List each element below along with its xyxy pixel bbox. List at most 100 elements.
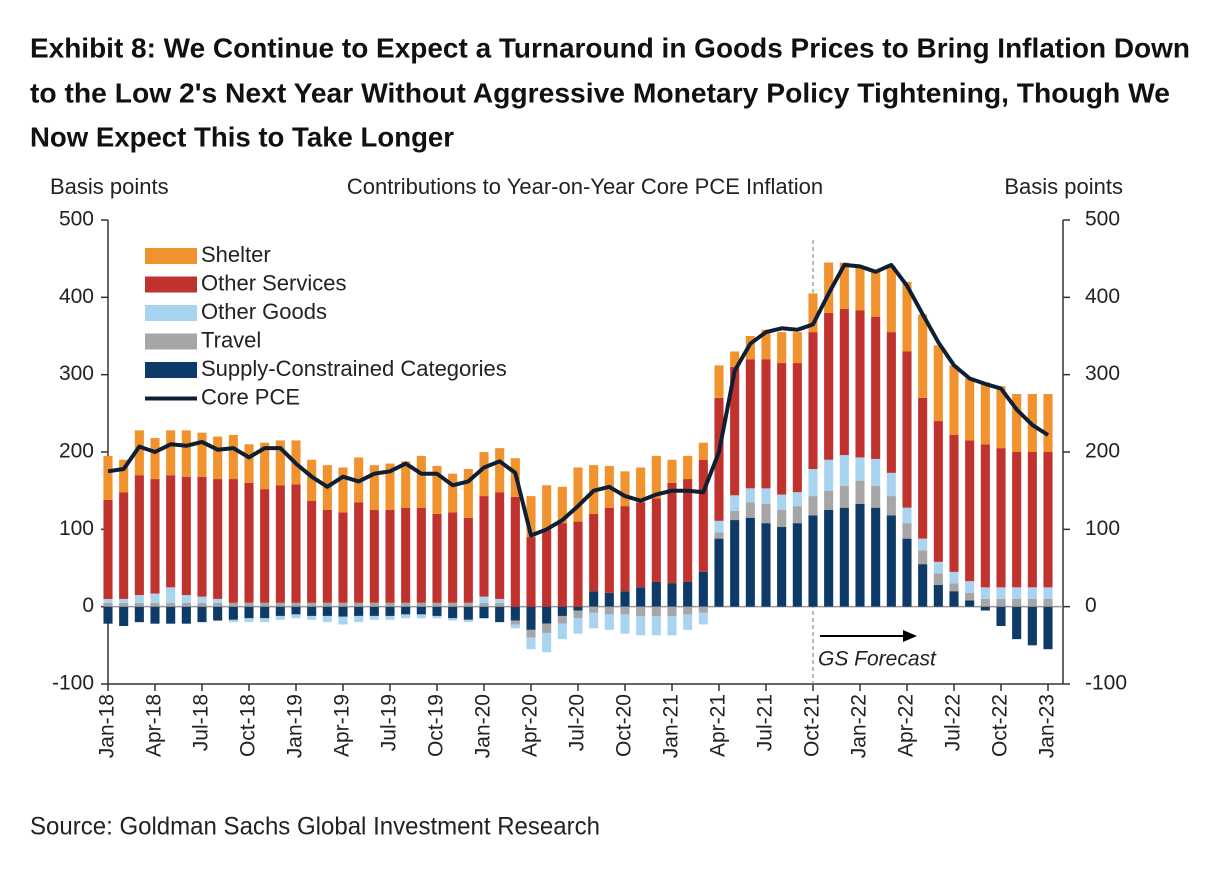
- bar-segment: [620, 506, 630, 592]
- bar-segment: [714, 397, 724, 521]
- bar-segment: [307, 606, 317, 616]
- bar-segment: [620, 471, 630, 507]
- bar-segment: [197, 596, 207, 603]
- bar-segment: [730, 366, 740, 496]
- bar-segment: [651, 606, 661, 616]
- bar-segment: [291, 484, 301, 603]
- bar-segment: [166, 587, 176, 603]
- bar-segment: [385, 615, 395, 620]
- bar-segment: [463, 469, 473, 518]
- bar-segment: [401, 614, 411, 619]
- bar-segment: [745, 488, 755, 503]
- bar-segment: [213, 598, 223, 603]
- bar-segment: [777, 527, 787, 607]
- bar-segment: [275, 615, 285, 620]
- bar-segment: [980, 382, 990, 445]
- y2-tick-label: 200: [1085, 440, 1120, 463]
- bar-segment: [902, 351, 912, 508]
- bar-segment: [996, 598, 1006, 607]
- bar-segment: [620, 606, 630, 615]
- bar-segment: [698, 606, 708, 613]
- bar-segment: [228, 602, 238, 607]
- bar-segment: [244, 618, 254, 623]
- x-tick-label: Jan-18: [96, 694, 119, 758]
- bar-segment: [134, 602, 144, 607]
- bar-segment: [980, 587, 990, 599]
- bar-segment: [792, 492, 802, 507]
- bar-segment: [996, 606, 1006, 626]
- bar-segment: [886, 332, 896, 473]
- y-tick-label: 0: [82, 594, 94, 617]
- bar-segment: [745, 502, 755, 518]
- bar-segment: [103, 602, 113, 607]
- bar-segment: [918, 314, 928, 398]
- bar-segment: [322, 602, 332, 607]
- bar-segment: [949, 591, 959, 607]
- bar-segment: [683, 614, 693, 630]
- bar-segment: [510, 606, 520, 621]
- bar-segment: [416, 614, 426, 619]
- bar-segment: [181, 595, 191, 603]
- bar-segment: [698, 612, 708, 625]
- bar-segment: [745, 359, 755, 489]
- bar-segment: [260, 442, 270, 490]
- bar-segment: [432, 606, 442, 616]
- line: [107, 262, 1050, 538]
- bar-segment: [604, 592, 614, 607]
- bar-segment: [213, 436, 223, 480]
- bar-segment: [432, 615, 442, 619]
- bar-segment: [369, 602, 379, 607]
- bar-segment: [1012, 598, 1022, 607]
- bar-segment: [385, 463, 395, 510]
- bar-segment: [354, 606, 364, 616]
- bar-segment: [698, 571, 708, 607]
- bar-segment: [197, 476, 207, 597]
- bar-segment: [260, 606, 270, 619]
- bar-segment: [448, 473, 458, 513]
- bar-segment: [244, 444, 254, 483]
- bar-segment: [714, 532, 724, 539]
- bar-segment: [573, 521, 583, 607]
- bar-segment: [965, 440, 975, 582]
- bar-segment: [573, 618, 583, 634]
- bar-segment: [338, 512, 348, 603]
- bar-segment: [824, 459, 834, 491]
- bar-segment: [651, 615, 661, 636]
- bar-segment: [244, 602, 254, 607]
- bar-segment: [902, 538, 912, 607]
- bar-segment: [886, 496, 896, 516]
- x-tick-label: Jul-19: [378, 694, 401, 751]
- bar-segment: [745, 517, 755, 607]
- x-tick-label: Jan-19: [284, 694, 307, 758]
- bar-segment: [275, 602, 285, 607]
- bar-segment: [291, 606, 301, 615]
- bar-segment: [871, 270, 881, 317]
- bar-segment: [902, 507, 912, 524]
- legend-label: Shelter: [201, 242, 271, 267]
- bar-segment: [385, 602, 395, 607]
- bar-segment: [902, 281, 912, 352]
- bar-segment: [181, 430, 191, 477]
- bar-segment: [589, 606, 599, 613]
- bar-segment: [510, 496, 520, 607]
- bar-segment: [557, 623, 567, 640]
- bar-segment: [667, 615, 677, 636]
- bar-segment: [166, 475, 176, 588]
- bar-segment: [730, 495, 740, 511]
- bar-segment: [401, 606, 411, 615]
- bar-segment: [307, 602, 317, 607]
- bar-segment: [119, 602, 129, 607]
- bar-segment: [965, 378, 975, 441]
- bar-segment: [260, 618, 270, 623]
- bar-segment: [824, 490, 834, 510]
- bar-segment: [651, 498, 661, 582]
- bar-segment: [965, 600, 975, 607]
- x-tick-label: Oct-18: [237, 694, 260, 757]
- bar-segment: [839, 455, 849, 487]
- bar-segment: [604, 606, 614, 615]
- bar-segment: [730, 520, 740, 607]
- bar-segment: [839, 262, 849, 309]
- bar-segment: [1043, 606, 1053, 650]
- x-tick-label: Jul-21: [754, 694, 777, 751]
- bar-segment: [526, 606, 536, 630]
